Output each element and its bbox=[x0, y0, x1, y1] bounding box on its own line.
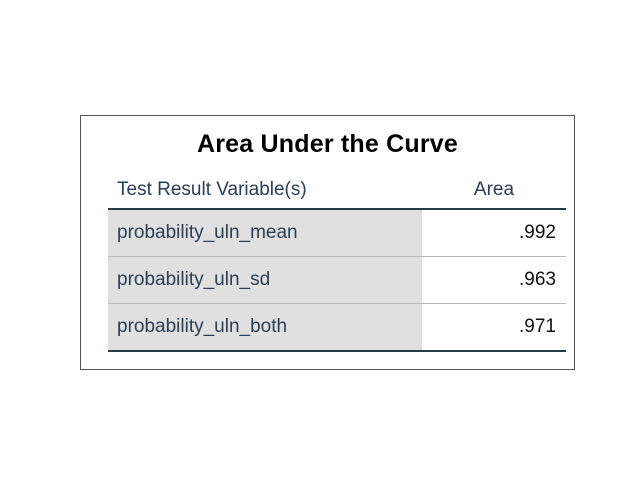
table-row: probability_uln_both .971 bbox=[108, 304, 566, 352]
table-title: Area Under the Curve bbox=[196, 130, 459, 158]
table-header-row: Test Result Variable(s) Area bbox=[108, 176, 566, 210]
row-label-cell: probability_uln_mean bbox=[108, 210, 422, 256]
row-label: probability_uln_mean bbox=[117, 222, 298, 243]
area-value: .992 bbox=[519, 222, 556, 243]
table-row: probability_uln_mean .992 bbox=[108, 210, 566, 257]
auc-table-frame: Area Under the Curve Test Result Variabl… bbox=[80, 115, 575, 370]
auc-table: Test Result Variable(s) Area probability… bbox=[108, 176, 566, 352]
row-label-cell: probability_uln_both bbox=[108, 304, 422, 350]
table-row: probability_uln_sd .963 bbox=[108, 257, 566, 304]
column-header-variable: Test Result Variable(s) bbox=[117, 179, 307, 200]
area-value: .963 bbox=[519, 269, 556, 290]
row-label-cell: probability_uln_sd bbox=[108, 257, 422, 303]
column-header-area: Area bbox=[473, 179, 515, 200]
row-label: probability_uln_sd bbox=[117, 269, 271, 290]
area-value: .971 bbox=[519, 316, 556, 337]
row-label: probability_uln_both bbox=[117, 316, 288, 337]
